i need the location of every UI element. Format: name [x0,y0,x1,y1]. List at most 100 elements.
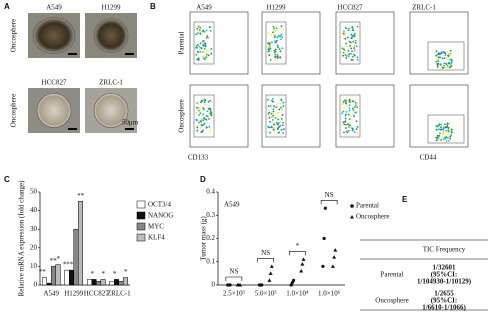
table-header: TIC Frequency [423,246,466,254]
flow-dot [344,123,347,126]
flow-dot [343,106,346,109]
legend-swatch [136,222,146,231]
flow-dot [447,53,450,55]
bracket [225,276,243,281]
flow-dot [344,99,346,102]
flow-dot [202,113,205,116]
flow-dot [207,118,210,120]
flow-dot [207,105,209,108]
spheroid [32,17,76,54]
flow-dot [273,51,276,54]
flow-dot [355,120,358,123]
flow-dot [351,129,354,132]
flow-dot [276,56,279,59]
flow-dot [198,30,201,33]
flow-dot [446,139,449,142]
flow-dot [209,107,212,110]
gate [265,94,287,138]
flow-dot [354,49,357,51]
flow-dot [196,129,199,132]
bar [91,279,97,286]
flow-dot [198,29,201,31]
flow-dot [277,127,280,129]
y-tick-label: 0.1 [206,257,215,265]
flow-dot [206,115,209,118]
flow-dot [280,106,283,109]
point [323,206,327,210]
flow-dot [351,35,354,37]
flow-dot [274,29,277,32]
y-tick-label: 0.4 [206,188,215,196]
x-tick-label: H1299 [64,290,84,298]
flow-dot [344,38,347,40]
flow-plot [189,11,249,75]
flow-dot [352,54,354,57]
flow-dot [197,32,199,34]
flow-dot [438,135,440,137]
flow-dot [343,52,346,55]
y-tick-label: 0 [34,281,38,289]
flow-dot [203,108,205,111]
flow-dot [435,60,438,63]
flow-dot [271,26,274,29]
flow-dot [438,128,440,131]
significance: * [113,270,117,278]
flow-dot [206,34,208,36]
flow-dot [344,33,346,36]
flow-dot [274,53,277,56]
flow-dot [354,39,357,42]
flow-dot [276,51,279,54]
bracket [320,199,338,205]
flow-dot [279,35,282,38]
panel-label: A [4,2,10,11]
flow-dot [198,106,201,109]
flow-dot [444,126,447,129]
flow-dot [199,101,202,104]
flow-dot [267,32,270,35]
flow-dot [443,123,446,126]
flow-dot [209,29,212,32]
flow-dot [272,31,274,34]
flow-dot [270,107,273,110]
flow-dot [436,53,439,56]
flow-dot [205,126,208,129]
flow-dot [202,98,205,101]
flow-dot [345,102,348,105]
flow-dot [347,27,350,30]
point [330,264,335,268]
scale-bar [125,128,134,130]
y-axis-label: Tumor mass (g) [200,216,208,261]
flow-dot [210,111,213,114]
flow-dot [279,125,282,127]
bar [118,281,124,286]
bar [114,279,119,286]
flow-dot [210,48,213,50]
flow-dot [346,45,349,48]
flow-plot [261,11,321,75]
flow-dot [267,48,270,51]
flow-dot [342,121,345,124]
flow-dot [345,27,348,30]
flow-dot [280,38,282,41]
flow-dot [446,65,449,67]
bracket [289,251,306,256]
flow-dot [201,131,204,133]
flow-dot [341,103,344,106]
column-label: HCC827 [42,79,67,87]
flow-dot [436,58,438,61]
flow-dot [345,127,347,129]
flow-dot [348,124,351,127]
flow-dot [199,42,202,45]
flow-dot [354,101,357,104]
row-label: Oncosphere [178,99,186,132]
flow-dot [195,33,198,36]
bar [55,264,61,286]
flow-dot [205,29,208,32]
flow-dot [351,29,354,32]
flow-dot [352,100,355,103]
point [228,283,232,287]
flow-dot [274,55,277,58]
flow-dot [198,45,201,48]
row-label: Oncosphere [375,297,408,305]
flow-dot [348,100,351,103]
